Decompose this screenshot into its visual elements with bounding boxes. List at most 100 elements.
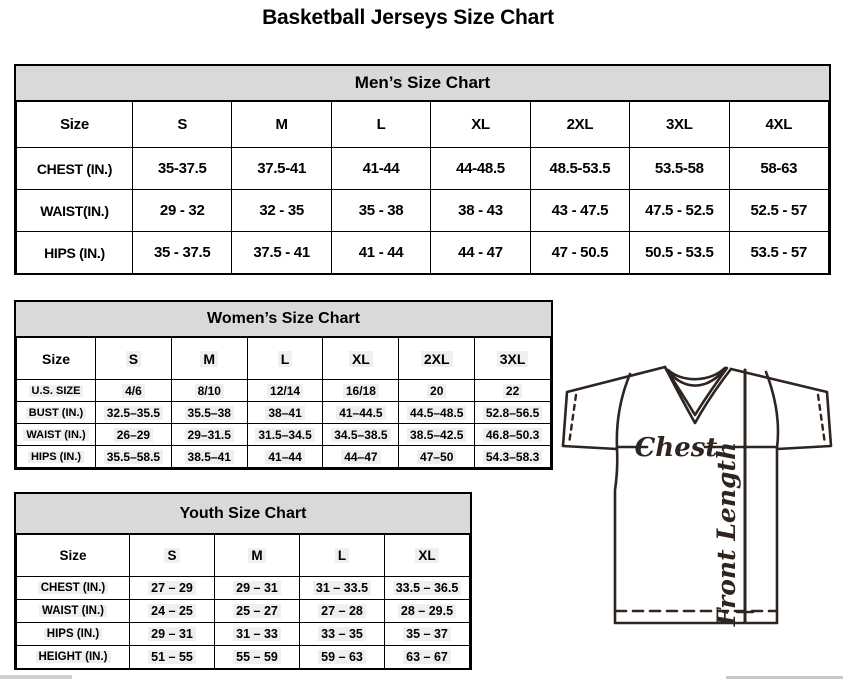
size-column-header: Size xyxy=(16,337,96,380)
table-cell: 33 – 35 xyxy=(299,622,385,646)
cell-value: 53.5 - 57 xyxy=(750,244,808,261)
table-row: WAIST (IN.) 24 – 25 25 – 27 27 – 28 28 – 29.… xyxy=(16,599,470,623)
size-header-xl: XL xyxy=(384,534,470,577)
header-row: Size S M L XL xyxy=(16,534,470,577)
table-cell: 44 - 47 xyxy=(430,231,531,274)
table-cell: 46.8–50.3 xyxy=(474,423,551,446)
cell-value: 38 - 43 xyxy=(458,202,503,219)
table-cell: 29 – 31 xyxy=(214,576,300,600)
front-length-label: Front Length xyxy=(712,442,741,627)
size-header-4xl: 4XL xyxy=(728,101,830,148)
cell-value: 27 – 29 xyxy=(148,581,196,595)
table-cell: 53.5 - 57 xyxy=(728,231,830,274)
youth-size-chart: Youth Size Chart Size S M L XL CHEST (IN.) 27… xyxy=(14,492,472,670)
scrollbar-fragment-left[interactable] xyxy=(0,675,72,679)
header-text: Size xyxy=(41,350,70,367)
cell-value: 8/10 xyxy=(194,383,224,398)
table-cell: 52.8–56.5 xyxy=(474,401,551,424)
row-label: BUST (IN.) xyxy=(16,401,96,424)
table-row: BUST (IN.) 32.5–35.5 35.5–38 38–41 41–44.5 44… xyxy=(16,401,551,424)
row-label-text: HEIGHT (IN.) xyxy=(35,651,111,663)
size-header-2xl: 2XL xyxy=(529,101,631,148)
header-text: 3XL xyxy=(666,116,693,133)
mens-size-table: Size S M L XL 2XL 3XL 4XL CHEST (IN.) 35-37.5 37.… xyxy=(16,101,830,274)
header-text: M xyxy=(275,116,289,133)
collar-v-outer xyxy=(663,365,733,425)
table-row: CHEST (IN.) 27 – 29 29 – 31 31 – 33.5 33.5 –… xyxy=(16,576,470,600)
row-label: WAIST(IN.) xyxy=(16,189,133,232)
table-cell: 31.5–34.5 xyxy=(246,423,324,446)
row-label-text: HIPS (IN.) xyxy=(43,628,103,640)
table-cell: 38.5–42.5 xyxy=(398,423,476,446)
table-cell: 22 xyxy=(474,379,551,402)
size-header-m: M xyxy=(170,337,248,380)
table-cell: 16/18 xyxy=(322,379,400,402)
table-cell: 47–50 xyxy=(398,445,476,468)
cell-value: 58-63 xyxy=(760,160,798,177)
table-cell: 31 – 33 xyxy=(214,622,300,646)
table-cell: 32 - 35 xyxy=(231,189,332,232)
header-text: M xyxy=(200,350,219,367)
table-cell: 29 - 32 xyxy=(131,189,233,232)
mens-size-chart: Men’s Size Chart Size S M L XL 2XL 3XL 4XL CHES… xyxy=(14,64,831,275)
table-cell: 12/14 xyxy=(246,379,324,402)
cell-value: 38–41 xyxy=(265,405,305,420)
table-row: HIPS (IN.) 35.5–58.5 38.5–41 41–44 44–47 47–5… xyxy=(16,445,551,468)
cell-value: 41–44 xyxy=(265,449,305,464)
table-row: CHEST (IN.) 35-37.5 37.5-41 41-44 44-48.5 48.… xyxy=(16,147,830,190)
table-row: U.S. SIZE 4/6 8/10 12/14 16/18 20 22 xyxy=(16,379,551,402)
cell-value: 35.5–38 xyxy=(184,405,234,420)
cell-value: 41-44 xyxy=(362,160,400,177)
table-cell: 51 – 55 xyxy=(129,645,215,669)
header-text: Size xyxy=(60,116,89,133)
header-text: S xyxy=(125,350,142,367)
table-row: HEIGHT (IN.) 51 – 55 55 – 59 59 – 63 63 – 67 xyxy=(16,645,470,669)
table-cell: 38 - 43 xyxy=(430,189,531,232)
header-row: Size S M L XL 2XL 3XL xyxy=(16,337,551,380)
row-label-text: HIPS (IN.) xyxy=(44,244,105,261)
armhole-seam-right xyxy=(764,370,780,450)
size-header-s: S xyxy=(131,101,233,148)
table-cell: 26–29 xyxy=(95,423,172,446)
table-cell: 35 - 38 xyxy=(330,189,432,232)
womens-size-chart: Women’s Size Chart Size S M L XL 2XL 3XL U.S. … xyxy=(14,300,553,470)
youth-size-table: Size S M L XL CHEST (IN.) 27 – 29 29 – 31 31 – … xyxy=(16,534,470,669)
page-title: Basketball Jerseys Size Chart xyxy=(262,6,554,29)
cell-value: 29 – 31 xyxy=(148,627,196,641)
cell-value: 32.5–35.5 xyxy=(103,405,164,420)
table-cell: 37.5 - 41 xyxy=(231,231,332,274)
table-cell: 41–44 xyxy=(246,445,324,468)
table-row: WAIST(IN.) 29 - 32 32 - 35 35 - 38 38 - 43 43… xyxy=(16,189,830,232)
collar-curve-1 xyxy=(666,366,727,381)
size-header-m: M xyxy=(214,534,300,577)
cell-value: 48.5-53.5 xyxy=(549,160,611,177)
table-cell: 44-48.5 xyxy=(430,147,531,190)
cell-value: 44.5–48.5 xyxy=(407,405,467,420)
table-cell: 20 xyxy=(398,379,476,402)
scrollbar-fragment-right[interactable] xyxy=(726,676,843,679)
table-cell: 58-63 xyxy=(728,147,830,190)
cell-value: 4/6 xyxy=(122,383,145,398)
cell-value: 47–50 xyxy=(417,449,457,464)
table-cell: 53.5-58 xyxy=(629,147,730,190)
table-cell: 44–47 xyxy=(322,445,400,468)
cell-value: 35 – 37 xyxy=(403,627,451,641)
table-row: HIPS (IN.) 29 – 31 31 – 33 33 – 35 35 – 37 xyxy=(16,622,470,646)
table-cell: 27 – 29 xyxy=(129,576,215,600)
cell-value: 27 – 28 xyxy=(318,604,366,618)
table-cell: 35 – 37 xyxy=(384,622,470,646)
table-cell: 55 – 59 xyxy=(214,645,300,669)
cell-value: 38.5–41 xyxy=(184,449,234,464)
cell-value: 28 – 29.5 xyxy=(397,604,457,618)
table-cell: 63 – 67 xyxy=(384,645,470,669)
row-label: WAIST (IN.) xyxy=(16,423,96,446)
table-cell: 43 - 47.5 xyxy=(529,189,631,232)
table-cell: 41–44.5 xyxy=(322,401,400,424)
table-cell: 32.5–35.5 xyxy=(95,401,172,424)
table-cell: 28 – 29.5 xyxy=(384,599,470,623)
size-header-3xl: 3XL xyxy=(474,337,551,380)
table-row: HIPS (IN.) 35 - 37.5 37.5 - 41 41 - 44 44 - … xyxy=(16,231,830,274)
womens-size-table: Size S M L XL 2XL 3XL U.S. SIZE 4/6 8/10 12/14 16/… xyxy=(16,337,551,468)
table-cell: 31 – 33.5 xyxy=(299,576,385,600)
header-text: M xyxy=(248,548,266,563)
